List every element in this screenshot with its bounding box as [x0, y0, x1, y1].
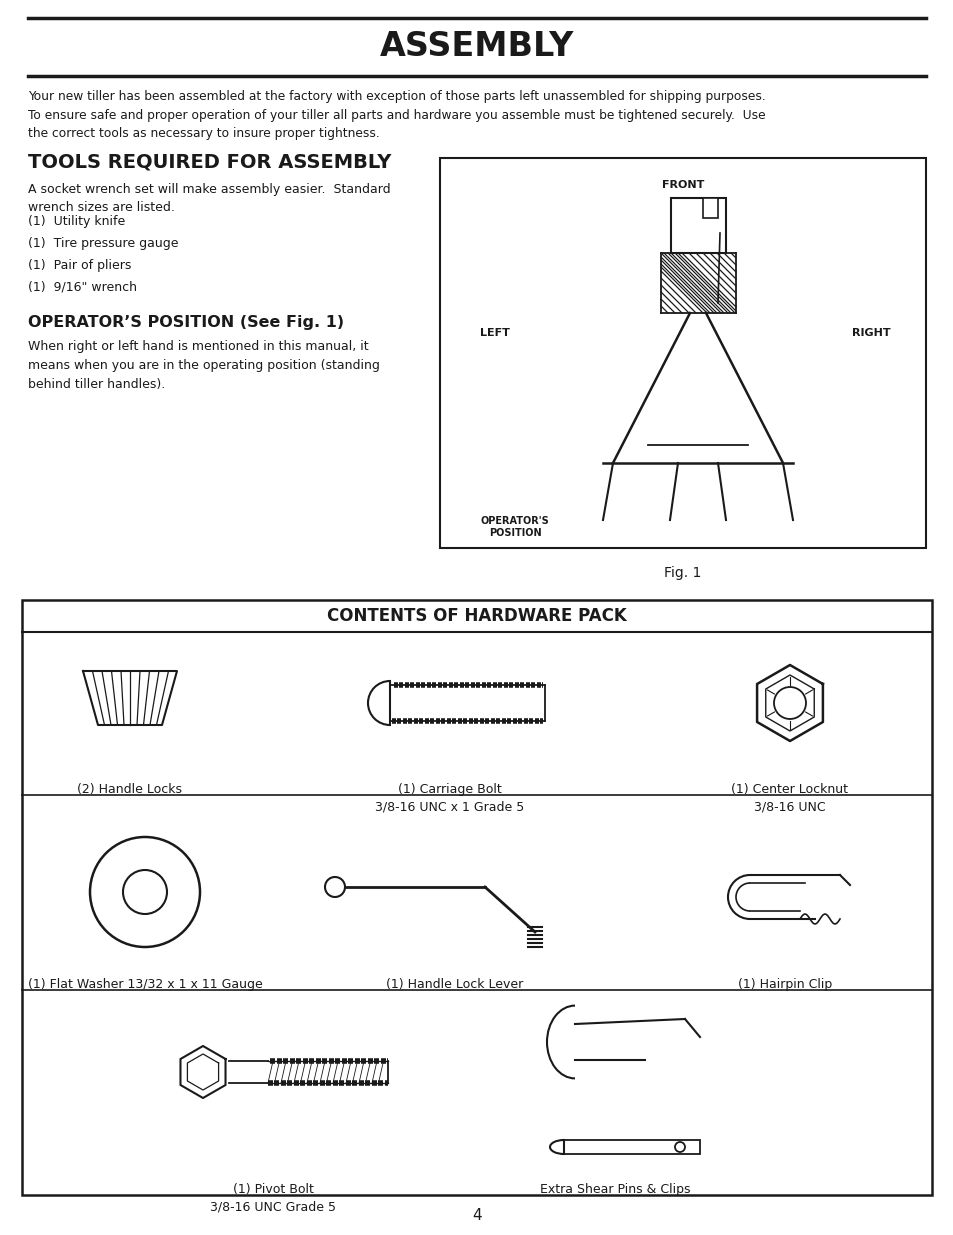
Text: 4: 4 [472, 1208, 481, 1223]
Text: LEFT: LEFT [479, 329, 510, 338]
Text: RIGHT: RIGHT [851, 329, 889, 338]
Text: (1) Handle Lock Lever: (1) Handle Lock Lever [386, 978, 523, 990]
Bar [702, 198, 718, 219]
Text: (1) Pivot Bolt
3/8-16 UNC Grade 5: (1) Pivot Bolt 3/8-16 UNC Grade 5 [210, 1183, 335, 1213]
Text: OPERATOR'S
POSITION: OPERATOR'S POSITION [480, 516, 549, 538]
Text: A socket wrench set will make assembly easier.  Standard
wrench sizes are listed: A socket wrench set will make assembly e… [28, 183, 390, 214]
Bar [439, 158, 925, 548]
Text: (1) Center Locknut
3/8-16 UNC: (1) Center Locknut 3/8-16 UNC [731, 783, 847, 813]
Text: (1) Carriage Bolt
3/8-16 UNC x 1 Grade 5: (1) Carriage Bolt 3/8-16 UNC x 1 Grade 5 [375, 783, 524, 813]
Text: ASSEMBLY: ASSEMBLY [379, 31, 574, 63]
Text: CONTENTS OF HARDWARE PACK: CONTENTS OF HARDWARE PACK [327, 606, 626, 625]
Circle shape [773, 687, 805, 719]
Text: FRONT: FRONT [661, 180, 703, 190]
Circle shape [325, 877, 345, 897]
Polygon shape [83, 671, 177, 725]
Text: When right or left hand is mentioned in this manual, it
means when you are in th: When right or left hand is mentioned in … [28, 340, 379, 391]
Circle shape [123, 869, 167, 914]
Text: (1) Flat Washer 13/32 x 1 x 11 Gauge: (1) Flat Washer 13/32 x 1 x 11 Gauge [28, 978, 262, 990]
Text: (2) Handle Locks: (2) Handle Locks [77, 783, 182, 797]
Text: Your new tiller has been assembled at the factory with exception of those parts : Your new tiller has been assembled at th… [28, 90, 765, 140]
Circle shape [90, 837, 200, 947]
Text: (1)  Pair of pliers: (1) Pair of pliers [28, 259, 132, 272]
Text: (1)  Utility knife: (1) Utility knife [28, 215, 125, 228]
Text: Fig. 1: Fig. 1 [663, 566, 701, 580]
Bar [670, 198, 725, 253]
Polygon shape [180, 1046, 225, 1098]
Text: OPERATOR’S POSITION (See Fig. 1): OPERATOR’S POSITION (See Fig. 1) [28, 315, 344, 330]
Text: (1)  9/16" wrench: (1) 9/16" wrench [28, 282, 137, 294]
Text: Extra Shear Pins & Clips: Extra Shear Pins & Clips [539, 1183, 690, 1195]
Bar [22, 600, 931, 1195]
Text: (1)  Tire pressure gauge: (1) Tire pressure gauge [28, 237, 178, 249]
Text: (1) Hairpin Clip: (1) Hairpin Clip [737, 978, 831, 990]
Text: TOOLS REQUIRED FOR ASSEMBLY: TOOLS REQUIRED FOR ASSEMBLY [28, 152, 391, 170]
Circle shape [675, 1142, 684, 1152]
Bar [563, 1140, 700, 1153]
